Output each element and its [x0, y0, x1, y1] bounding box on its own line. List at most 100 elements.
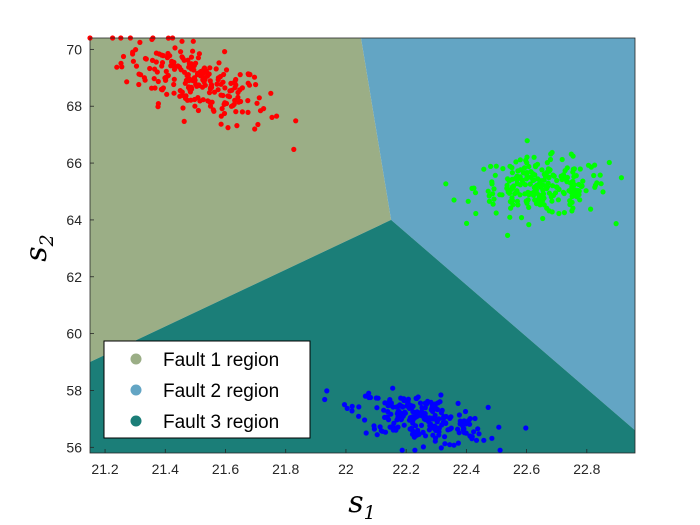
data-point-series-1	[124, 79, 130, 85]
data-point-series-3	[438, 410, 444, 416]
data-point-series-3	[391, 420, 397, 426]
data-point-series-2	[536, 196, 542, 202]
data-point-series-1	[137, 39, 143, 46]
data-point-series-2	[613, 221, 619, 227]
data-point-series-2	[486, 198, 492, 204]
data-point-series-1	[143, 56, 149, 62]
data-point-series-2	[514, 189, 520, 195]
data-point-series-3	[427, 424, 433, 430]
data-point-series-2	[509, 176, 515, 182]
data-point-series-1	[164, 91, 170, 97]
data-point-series-1	[254, 100, 260, 106]
data-point-series-3	[475, 426, 481, 432]
data-point-series-3	[349, 408, 355, 414]
data-point-series-3	[497, 447, 503, 453]
data-point-series-2	[485, 188, 491, 194]
data-point-series-1	[147, 65, 153, 72]
data-point-series-3	[344, 405, 350, 411]
data-point-series-1	[190, 38, 196, 44]
data-point-series-1	[269, 114, 275, 120]
data-point-series-3	[433, 427, 439, 434]
data-point-series-3	[401, 422, 407, 428]
data-point-series-2	[531, 154, 537, 160]
data-point-series-1	[159, 87, 165, 93]
data-point-series-2	[576, 181, 582, 188]
data-point-series-3	[425, 418, 431, 424]
data-point-series-2	[524, 200, 530, 206]
data-point-series-1	[155, 78, 161, 85]
data-point-series-3	[432, 438, 438, 444]
legend-marker-fault-2	[130, 384, 142, 396]
data-point-series-1	[245, 109, 251, 115]
data-point-series-2	[507, 214, 513, 220]
data-point-series-3	[455, 400, 461, 406]
y-axis-label: s2	[19, 234, 58, 262]
data-point-series-2	[535, 176, 541, 182]
data-point-series-3	[445, 427, 451, 433]
data-point-series-1	[245, 80, 251, 86]
data-point-series-3	[322, 396, 328, 403]
data-point-series-3	[425, 398, 431, 404]
data-point-series-2	[532, 184, 538, 190]
data-point-series-2	[549, 198, 555, 204]
data-point-series-3	[420, 444, 426, 450]
data-point-series-1	[220, 79, 226, 85]
data-point-series-3	[362, 417, 368, 423]
y-tick-label: 68	[66, 98, 82, 114]
data-point-series-3	[410, 414, 416, 420]
data-point-series-1	[159, 63, 165, 69]
data-point-series-3	[442, 434, 448, 440]
data-point-series-2	[567, 180, 573, 186]
data-point-series-2	[539, 193, 545, 199]
y-tick-label: 70	[66, 41, 82, 57]
plot-frame	[89, 37, 636, 454]
data-point-series-3	[385, 409, 391, 415]
data-point-series-2	[472, 190, 479, 196]
y-axis-label-base: s	[19, 246, 54, 261]
data-point-series-2	[451, 197, 457, 203]
data-point-series-1	[195, 107, 201, 114]
data-point-series-1	[168, 63, 174, 69]
data-point-series-2	[443, 181, 449, 187]
data-point-series-2	[534, 161, 541, 167]
data-point-series-2	[493, 210, 499, 216]
data-point-series-1	[171, 66, 178, 72]
data-point-series-1	[196, 82, 202, 88]
x-tick-label: 21.6	[212, 461, 239, 477]
data-point-series-2	[509, 195, 515, 201]
data-point-series-2	[574, 194, 580, 200]
data-point-series-2	[526, 163, 532, 170]
data-point-series-1	[192, 77, 198, 83]
data-point-series-1	[208, 82, 214, 88]
data-point-series-1	[213, 66, 219, 72]
data-point-series-2	[518, 215, 525, 221]
data-point-series-1	[156, 51, 162, 57]
data-point-series-2	[527, 181, 533, 187]
data-point-series-3	[408, 425, 415, 431]
data-point-series-2	[554, 177, 560, 184]
data-point-series-1	[119, 64, 125, 70]
data-point-series-2	[545, 166, 552, 172]
data-point-series-1	[222, 49, 228, 55]
y-tick-label: 58	[66, 382, 82, 398]
data-point-series-2	[464, 220, 470, 226]
data-point-series-2	[491, 186, 497, 192]
region-fault-1	[90, 38, 392, 362]
data-point-series-1	[192, 103, 198, 109]
data-point-series-1	[164, 55, 170, 61]
data-point-series-3	[430, 432, 436, 438]
data-point-series-2	[570, 153, 576, 159]
data-point-series-3	[324, 388, 330, 394]
x-tick-label: 22.8	[573, 461, 600, 477]
data-point-series-3	[341, 402, 348, 408]
data-point-series-2	[489, 179, 495, 185]
data-point-series-1	[181, 118, 187, 124]
data-point-series-1	[219, 106, 225, 112]
data-point-series-2	[546, 175, 552, 181]
data-point-series-2	[564, 165, 570, 171]
data-point-series-1	[202, 82, 208, 88]
data-point-series-3	[473, 437, 480, 443]
data-point-series-1	[245, 98, 251, 104]
x-ticks: 21.2 21.4 21.6 21.8 22 22.2 22.4 22.6 22.8	[91, 449, 601, 477]
data-point-series-1	[114, 64, 120, 70]
